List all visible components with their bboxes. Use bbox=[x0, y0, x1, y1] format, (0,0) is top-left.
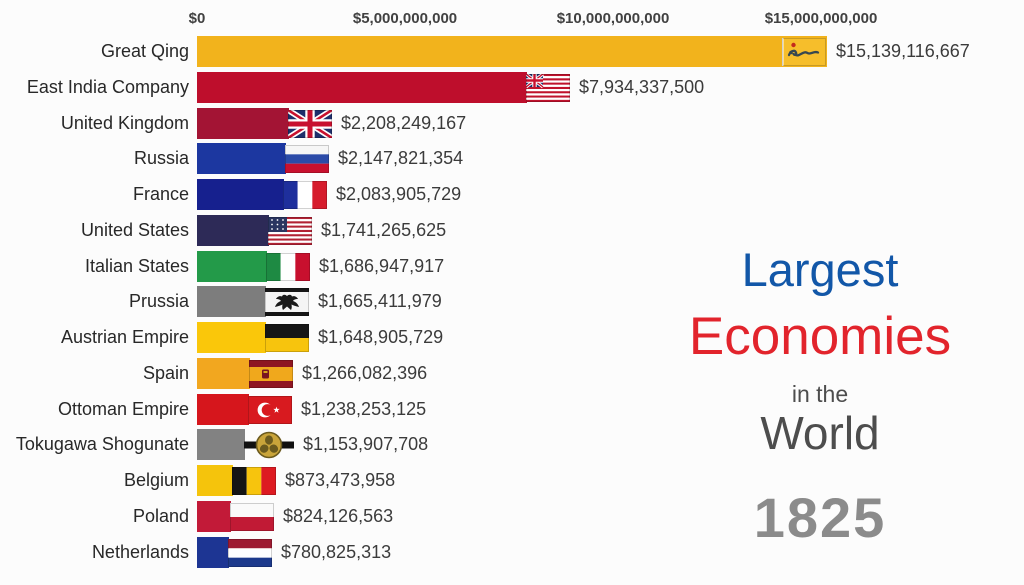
country-label-spain: Spain bbox=[142, 363, 189, 383]
union-jack-flag-icon bbox=[288, 110, 332, 138]
title-line-largest: Largest bbox=[741, 243, 899, 296]
country-label-tokugawa-shogunate: Tokugawa Shogunate bbox=[15, 434, 189, 454]
axis-tick-label: $0 bbox=[188, 10, 206, 27]
country-label-russia: Russia bbox=[133, 148, 189, 168]
value-label-united-kingdom: $2,208,249,167 bbox=[341, 113, 467, 133]
value-bar-tokugawa-shogunate bbox=[197, 429, 245, 460]
east-india-company-flag-icon bbox=[526, 74, 570, 102]
country-label-united-kingdom: United Kingdom bbox=[60, 113, 189, 133]
prussia-eagle-flag-icon bbox=[265, 288, 309, 316]
value-label-russia: $2,147,821,354 bbox=[338, 148, 464, 168]
value-bar-belgium bbox=[197, 465, 233, 496]
value-bar-ottoman-empire bbox=[197, 394, 249, 425]
netherlands-flag-icon bbox=[228, 539, 272, 567]
value-label-tokugawa-shogunate: $1,153,907,708 bbox=[303, 434, 429, 454]
value-bar-france bbox=[197, 179, 284, 210]
united-states-flag-icon bbox=[268, 217, 312, 245]
axis-tick-label: $10,000,000,000 bbox=[556, 10, 670, 27]
country-label-belgium: Belgium bbox=[123, 470, 189, 490]
austrian-empire-flag-icon bbox=[265, 324, 309, 352]
ottoman-empire-flag-icon bbox=[248, 396, 292, 424]
value-bar-prussia bbox=[197, 286, 266, 317]
axis-tick-label: $5,000,000,000 bbox=[352, 10, 458, 27]
title-line-in-the: in the bbox=[791, 380, 849, 407]
value-label-netherlands: $780,825,313 bbox=[281, 542, 392, 562]
country-label-prussia: Prussia bbox=[128, 291, 189, 311]
spain-flag-icon bbox=[249, 360, 293, 388]
country-label-ottoman-empire: Ottoman Empire bbox=[57, 399, 189, 419]
value-bar-italian-states bbox=[197, 251, 267, 282]
value-bar-east-india-company bbox=[197, 72, 527, 103]
value-label-france: $2,083,905,729 bbox=[336, 184, 462, 204]
axis-tick-label: $15,000,000,000 bbox=[764, 10, 878, 27]
value-bar-united-kingdom bbox=[197, 108, 289, 139]
value-label-spain: $1,266,082,396 bbox=[302, 363, 428, 383]
country-label-italian-states: Italian States bbox=[84, 256, 189, 276]
chart-title-block: Largest Economies in the World 1825 bbox=[640, 243, 1000, 550]
value-label-austrian-empire: $1,648,905,729 bbox=[318, 327, 444, 347]
value-label-great-qing: $15,139,116,667 bbox=[836, 41, 970, 61]
value-label-east-india-company: $7,934,337,500 bbox=[579, 77, 705, 97]
value-bar-great-qing bbox=[197, 36, 827, 67]
title-line-world: World bbox=[760, 406, 880, 459]
value-bar-austrian-empire bbox=[197, 322, 266, 353]
tokugawa-crest-icon bbox=[244, 430, 294, 460]
value-bar-spain bbox=[197, 358, 250, 389]
qing-dragon-flag-icon bbox=[782, 38, 826, 66]
title-year: 1825 bbox=[753, 486, 887, 550]
value-bar-poland bbox=[197, 501, 231, 532]
value-label-italian-states: $1,686,947,917 bbox=[319, 256, 445, 276]
country-label-france: France bbox=[132, 184, 189, 204]
country-label-united-states: United States bbox=[80, 220, 189, 240]
value-label-prussia: $1,665,411,979 bbox=[318, 291, 442, 311]
value-label-belgium: $873,473,958 bbox=[285, 470, 396, 490]
poland-flag-icon bbox=[230, 503, 274, 531]
country-label-great-qing: Great Qing bbox=[100, 41, 189, 61]
value-label-ottoman-empire: $1,238,253,125 bbox=[301, 399, 427, 419]
value-bar-netherlands bbox=[197, 537, 229, 568]
country-label-netherlands: Netherlands bbox=[91, 542, 189, 562]
value-bar-russia bbox=[197, 143, 286, 174]
country-label-austrian-empire: Austrian Empire bbox=[60, 327, 189, 347]
italian-states-flag-icon bbox=[266, 253, 310, 281]
value-bar-united-states bbox=[197, 215, 269, 246]
title-line-economies: Economies bbox=[688, 306, 952, 366]
country-label-poland: Poland bbox=[132, 506, 189, 526]
country-label-east-india-company: East India Company bbox=[26, 77, 189, 97]
france-flag-icon bbox=[283, 181, 327, 209]
value-label-united-states: $1,741,265,625 bbox=[321, 220, 447, 240]
value-label-poland: $824,126,563 bbox=[283, 506, 394, 526]
russia-flag-icon bbox=[285, 145, 329, 173]
belgium-flag-icon bbox=[232, 467, 276, 495]
